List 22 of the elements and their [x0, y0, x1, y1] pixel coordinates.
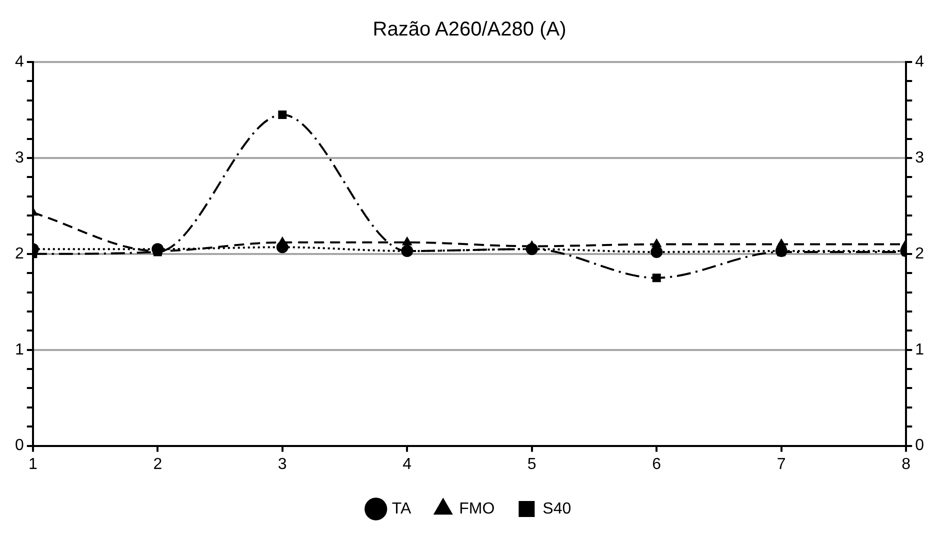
y-tick-label: 4 [14, 53, 24, 70]
chart-title: Razão A260/A280 (A) [372, 18, 566, 41]
y-tick-label: 2 [14, 245, 24, 262]
x-tick-label: 1 [28, 456, 38, 473]
y-tick-label: 1 [14, 341, 24, 358]
x-tick-label: 5 [527, 456, 536, 473]
legend-label: TA [392, 500, 412, 518]
x-tick-label: 2 [153, 456, 162, 473]
y-tick-label: 0 [14, 437, 24, 454]
legend-label: FMO [459, 500, 495, 518]
y2-tick-label: 0 [915, 437, 924, 454]
x-tick-label: 4 [402, 456, 412, 473]
x-tick-label: 7 [776, 456, 786, 473]
y2-tick-label: 1 [915, 341, 924, 358]
y2-tick-label: 4 [915, 53, 924, 70]
x-tick-label: 6 [652, 456, 662, 473]
legend-label: S40 [542, 500, 572, 518]
x-tick-label: 3 [278, 456, 287, 473]
y2-tick-label: 2 [915, 245, 924, 262]
y-tick-label: 3 [14, 149, 24, 166]
x-tick-label: 8 [902, 456, 911, 473]
y2-tick-label: 3 [915, 149, 924, 166]
